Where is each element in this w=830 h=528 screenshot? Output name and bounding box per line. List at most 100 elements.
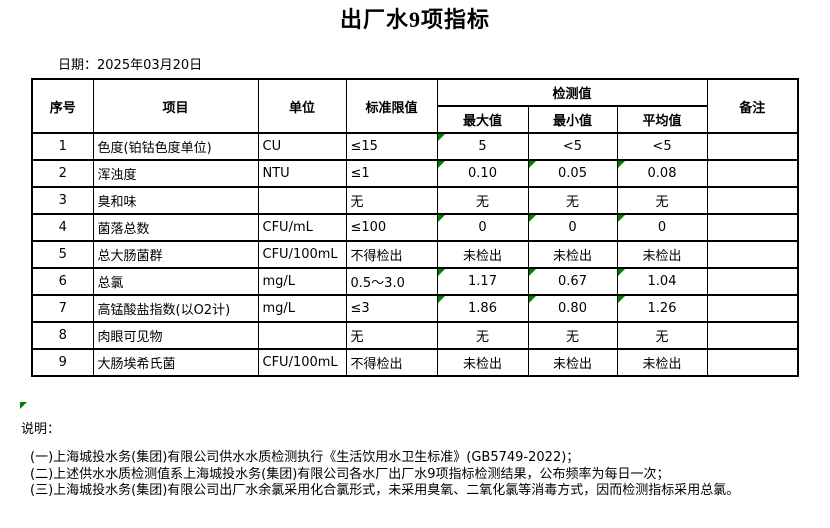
cell-no: 8	[31, 321, 94, 350]
notes-heading: 说明：	[21, 422, 61, 437]
cell-limit: ≤1	[345, 159, 438, 188]
cell-max: 0	[436, 213, 529, 242]
green-flag-icon	[20, 402, 27, 409]
header-row-2: 最大值 最小值 平均值	[32, 105, 798, 134]
cell-avg: 无	[616, 321, 708, 350]
cell-limit: ≤100	[345, 213, 438, 242]
cell-avg: 未检出	[616, 348, 708, 377]
cell-max: 无	[436, 321, 529, 350]
cell-min: 未检出	[527, 348, 618, 377]
cell-item: 色度(铂钴色度单位)	[92, 132, 259, 161]
cell-max: 未检出	[436, 348, 529, 377]
cell-max: 未检出	[436, 240, 529, 269]
cell-item: 大肠埃希氏菌	[92, 348, 259, 377]
cell-max: 0.10	[436, 159, 529, 188]
col-header-detection: 检测值	[436, 78, 708, 107]
cell-no: 5	[31, 240, 94, 269]
cell-remark	[706, 267, 799, 296]
cell-unit	[257, 321, 347, 350]
cell-min: 未检出	[527, 240, 618, 269]
cell-min: 0.80	[527, 294, 618, 323]
cell-item: 浑浊度	[92, 159, 259, 188]
table-row: 3 臭和味 无 无 无 无	[31, 186, 799, 215]
col-header-limit: 标准限值	[345, 78, 438, 134]
report-date: 日期：2025年03月20日	[58, 58, 203, 73]
cell-remark	[706, 294, 799, 323]
cell-limit: 无	[345, 321, 438, 350]
col-header-unit: 单位	[257, 78, 347, 134]
cell-avg: 0.08	[616, 159, 708, 188]
page-title: 出厂水9项指标	[339, 7, 490, 32]
cell-unit: mg/L	[257, 294, 347, 323]
cell-avg: 1.26	[616, 294, 708, 323]
cell-avg: 1.04	[616, 267, 708, 296]
cell-item: 肉眼可见物	[92, 321, 259, 350]
note-line: (一)上海城投水务(集团)有限公司供水水质检测执行《生活饮用水卫生标准》(GB5…	[30, 450, 580, 465]
cell-item: 菌落总数	[92, 213, 259, 242]
cell-min: <5	[527, 132, 618, 161]
table-row: 2 浑浊度 NTU ≤1 0.10 0.05 0.08	[31, 159, 799, 188]
note-line: (二)上述供水水质检测值系上海城投水务(集团)有限公司各水厂出厂水9项指标检测结…	[30, 466, 670, 482]
cell-no: 4	[31, 213, 94, 242]
cell-unit: mg/L	[257, 267, 347, 296]
cell-max: 1.86	[436, 294, 529, 323]
table-row: 6 总氯 mg/L 0.5～3.0 1.17 0.67 1.04	[31, 267, 799, 296]
cell-item: 总大肠菌群	[92, 240, 259, 269]
cell-no: 7	[31, 294, 94, 323]
cell-max: 无	[436, 186, 529, 215]
cell-item: 总氯	[92, 267, 259, 296]
cell-avg: 未检出	[616, 240, 708, 269]
col-header-no: 序号	[31, 78, 94, 134]
cell-limit: 不得检出	[345, 240, 438, 269]
cell-limit: 0.5～3.0	[345, 267, 438, 296]
cell-avg: <5	[616, 132, 708, 161]
cell-unit: NTU	[257, 159, 347, 188]
cell-remark	[706, 240, 799, 269]
col-header-min: 最小值	[527, 105, 618, 134]
cell-item: 臭和味	[92, 186, 259, 215]
cell-unit: CFU/100mL	[257, 348, 347, 377]
cell-min: 0.67	[527, 267, 618, 296]
cell-unit: CFU/mL	[257, 213, 347, 242]
cell-remark	[706, 159, 799, 188]
cell-limit: 不得检出	[345, 348, 438, 377]
cell-avg: 无	[616, 186, 708, 215]
cell-item: 高锰酸盐指数(以O2计)	[92, 294, 259, 323]
cell-unit: CFU/100mL	[257, 240, 347, 269]
cell-remark	[706, 348, 799, 377]
table-row: 5 总大肠菌群 CFU/100mL 不得检出 未检出 未检出 未检出	[31, 240, 799, 269]
cell-remark	[706, 186, 799, 215]
col-header-max: 最大值	[436, 105, 529, 134]
cell-limit: ≤3	[345, 294, 438, 323]
cell-no: 6	[31, 267, 94, 296]
cell-min: 无	[527, 321, 618, 350]
cell-limit: 无	[345, 186, 438, 215]
cell-unit: CU	[257, 132, 347, 161]
cell-no: 2	[31, 159, 94, 188]
notes-list: (一)上海城投水务(集团)有限公司供水水质检测执行《生活饮用水卫生标准》(GB5…	[30, 450, 739, 500]
col-header-item: 项目	[92, 78, 259, 134]
cell-unit	[257, 186, 347, 215]
cell-limit: ≤15	[345, 132, 438, 161]
table-row: 8 肉眼可见物 无 无 无 无	[31, 321, 799, 350]
cell-min: 0	[527, 213, 618, 242]
cell-no: 3	[31, 186, 94, 215]
cell-remark	[706, 321, 799, 350]
table-row: 9 大肠埃希氏菌 CFU/100mL 不得检出 未检出 未检出 未检出	[31, 348, 799, 377]
cell-remark	[706, 132, 799, 161]
header-row-1: 序号 项目 单位 标准限值 检测值 备注	[31, 78, 799, 134]
cell-max: 1.17	[436, 267, 529, 296]
table-row: 4 菌落总数 CFU/mL ≤100 0 0 0	[31, 213, 799, 242]
note-line: (三)上海城投水务(集团)有限公司出厂水余氯采用化合氯形式，未采用臭氧、二氧化氯…	[30, 483, 740, 498]
cell-avg: 0	[616, 213, 708, 242]
cell-min: 0.05	[527, 159, 618, 188]
cell-max: 5	[436, 132, 529, 161]
col-header-remark: 备注	[706, 78, 799, 134]
cell-min: 无	[527, 186, 618, 215]
water-quality-table: 序号 项目 单位 标准限值 检测值 备注 最大值 最小值 平均值 1 色度(铂钴…	[31, 78, 800, 377]
cell-remark	[706, 213, 799, 242]
col-header-avg: 平均值	[616, 105, 708, 134]
cell-no: 9	[31, 348, 94, 377]
table-row: 7 高锰酸盐指数(以O2计) mg/L ≤3 1.86 0.80 1.26	[31, 294, 799, 323]
cell-no: 1	[31, 132, 94, 161]
